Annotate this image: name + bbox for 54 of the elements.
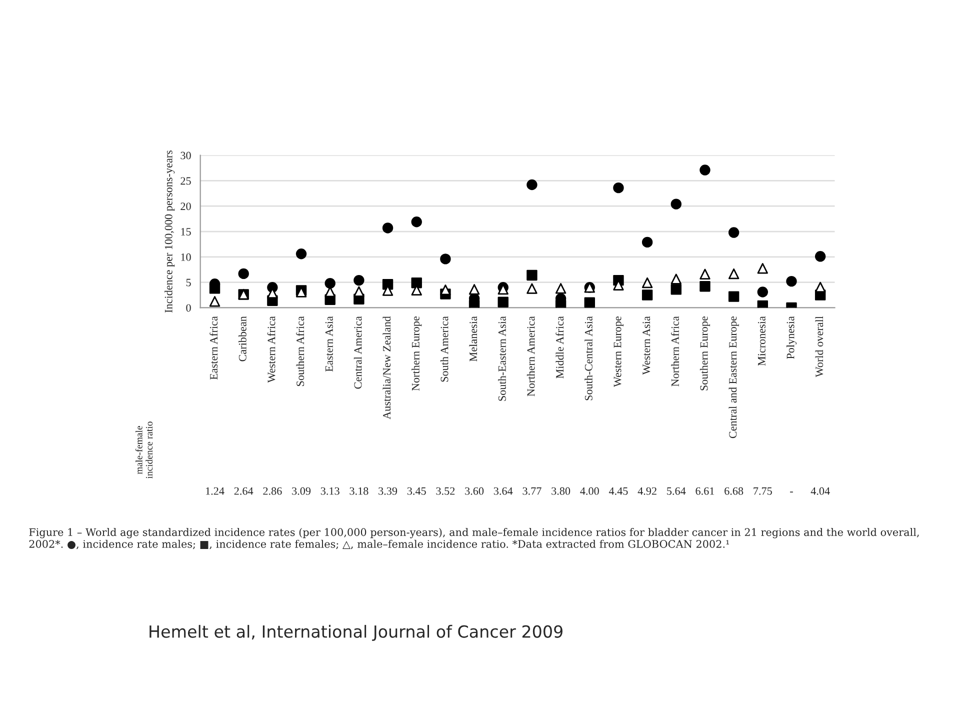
x-tick-label: Eastern Africa <box>210 316 218 380</box>
data-label: 3.80 <box>552 487 570 495</box>
x-tick-label: Northern Africa <box>670 316 679 386</box>
text: Hemelt et al, International Journal of Cancer 2009 <box>150 624 562 641</box>
data-label: 4.45 <box>608 487 628 495</box>
x-tick-label: Polynesia <box>786 316 797 359</box>
x-tick-label: South-Eastern Asia <box>498 316 506 401</box>
data-label: 3.77 <box>522 487 542 495</box>
data-label: 7.75 <box>754 487 772 495</box>
y-tick-label: 10 <box>181 253 191 261</box>
data-label: 2.86 <box>263 487 282 495</box>
data-label: 6.61 <box>696 487 714 495</box>
data-label: 3.60 <box>465 487 484 495</box>
x-tick-label: Eastern Asia <box>325 316 333 372</box>
x-tick-label: Northern Europe <box>412 316 422 391</box>
x-tick-label: Northern America <box>526 316 535 396</box>
x-tick-label: Micronesia <box>758 316 766 366</box>
x-tick-label: Western Asia <box>642 316 650 375</box>
x-tick-label: South America <box>440 316 448 382</box>
x-tick-label: Western Africa <box>267 316 276 383</box>
x-tick-label: Melanesia <box>469 316 478 362</box>
text: male-female incidence ratio <box>135 422 153 479</box>
y-tick-label: 0 <box>186 304 191 312</box>
x-tick-label: World overall <box>815 316 824 378</box>
data-label: 4.92 <box>638 487 656 495</box>
x-tick-label: Caribbean <box>238 316 246 362</box>
caption: Figure 1 – World age standardized incidence rates (per 100,000 person-years), and male–female incidence ratios for bladder cancer in 21 regions and the world overall, 2002*. ●, incidence rate males; ■, incidence rate females; △, male–female incidence ratio. *Data extracted from GLOBOCAN 2002.¹ <box>29 528 919 550</box>
y-axis-title: Incidence per 100,000 persons-years <box>164 150 175 313</box>
data-label: 3.45 <box>407 487 426 495</box>
x-tick-label: Middle Africa <box>556 316 564 378</box>
x-tick-label: Central America <box>354 316 362 389</box>
y-tick-label: 15 <box>181 228 191 236</box>
data-label: 3.52 <box>436 487 455 495</box>
x-tick-label: Southern Europe <box>700 316 710 390</box>
data-label: 1.24 <box>206 487 224 495</box>
data-label: 4.00 <box>580 487 599 495</box>
data-label: 3.09 <box>292 487 311 495</box>
x-tick-label: Australia/New Zealand <box>382 316 391 420</box>
x-tick-label: Central and Eastern Europe <box>728 316 739 438</box>
data-label: 3.64 <box>494 487 513 495</box>
data-label: 4.04 <box>810 487 830 495</box>
y-tick-label: 5 <box>186 278 191 286</box>
y-tick-label: 30 <box>180 152 191 160</box>
data-label: 6.68 <box>724 487 744 495</box>
data-label: 2.64 <box>234 487 254 495</box>
x-tick-label: Western Europe <box>614 316 624 388</box>
data-label: 3.13 <box>320 487 340 495</box>
x-tick-label: South-Central Asia <box>584 316 592 400</box>
data-label: 5.64 <box>667 487 686 495</box>
y-tick-label: 20 <box>180 202 191 210</box>
data-label: 3.18 <box>350 487 368 495</box>
data-label: 3.39 <box>378 487 398 495</box>
y-tick-label: 25 <box>180 177 191 185</box>
x-tick-label: Southern Africa <box>296 316 304 386</box>
